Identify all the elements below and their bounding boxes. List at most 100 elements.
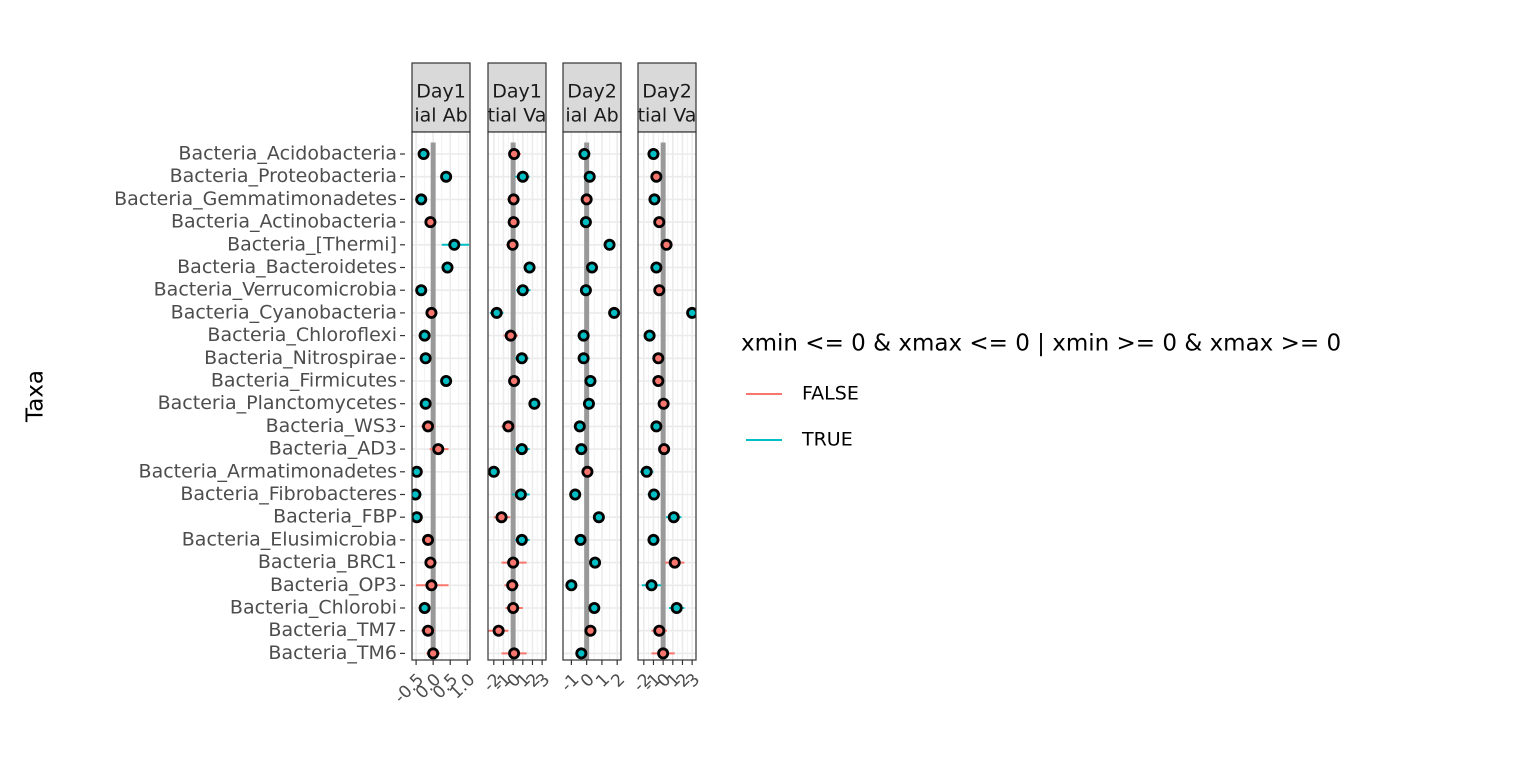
taxa-label: Bacteria_Fibrobacteres (180, 483, 397, 505)
panel-border (562, 131, 622, 661)
estimate-point (588, 602, 601, 615)
estimate-point (412, 511, 423, 524)
estimate-point (488, 465, 500, 478)
taxa-label: Bacteria_Chloroflexi (207, 324, 397, 346)
estimate-point (432, 443, 445, 456)
estimate-point (589, 556, 602, 569)
estimate-point (506, 579, 519, 592)
estimate-point (577, 329, 590, 342)
facet-strip-title-line1: Day2 (567, 81, 617, 103)
facet-strip (411, 62, 471, 133)
estimate-point (657, 647, 670, 660)
x-tick-label: 2 (607, 670, 629, 692)
estimate-point (415, 193, 428, 206)
estimate-point (658, 443, 671, 456)
estimate-point (647, 147, 660, 160)
estimate-point (580, 193, 593, 206)
estimate-point (422, 420, 435, 433)
panel-background (638, 132, 696, 660)
estimate-point (422, 624, 435, 637)
facet-strip-title-line1: Day2 (642, 81, 692, 103)
estimate-point (425, 306, 438, 319)
estimate-point (575, 647, 588, 660)
panel-border (637, 131, 697, 661)
facet-strip (487, 62, 547, 133)
estimate-point (608, 306, 621, 319)
estimate-point (424, 216, 437, 229)
estimate-point (650, 261, 663, 274)
taxa-label: Bacteria_WS3 (266, 415, 397, 437)
legend-label-true: TRUE (801, 429, 853, 451)
estimate-point (667, 511, 680, 524)
taxa-label: Bacteria_Chlorobi (230, 597, 397, 619)
estimate-point (515, 533, 528, 546)
estimate-point (441, 261, 454, 274)
panel-border (487, 131, 547, 661)
estimate-point (657, 397, 670, 410)
estimate-point (647, 533, 660, 546)
estimate-point (650, 420, 663, 433)
taxa-label: Bacteria_Acidobacteria (178, 143, 397, 165)
legend: xmin <= 0 & xmax <= 0 | xmin >= 0 & xmax… (741, 331, 1341, 451)
taxa-label: Bacteria_Armatimonadetes (139, 460, 397, 482)
taxa-label: Bacteria_[Thermi] (227, 233, 397, 255)
facet-strip-title-line1: Day1 (492, 81, 542, 103)
facet-strip-title-line2: ial Ab (414, 105, 467, 127)
facet-strip-title-line2: tial Va (638, 105, 697, 127)
taxa-label: Bacteria_Cyanobacteria (171, 301, 397, 323)
estimate-point (653, 624, 666, 637)
estimate-point (640, 465, 653, 478)
estimate-point (650, 170, 663, 183)
estimate-point (652, 352, 665, 365)
estimate-point (670, 602, 683, 615)
estimate-point (586, 261, 599, 274)
estimate-point (653, 216, 666, 229)
estimate-point (507, 193, 520, 206)
taxa-label: Bacteria_OP3 (270, 574, 397, 596)
facet-strip (562, 62, 622, 133)
taxa-label: Bacteria_Verrucomicrobia (154, 279, 397, 301)
taxa-label: Bacteria_AD3 (269, 438, 397, 460)
taxa-label: Bacteria_Firmicutes (211, 370, 397, 392)
taxa-label: Bacteria_FBP (273, 506, 397, 528)
estimate-point (647, 488, 660, 501)
estimate-point (422, 533, 435, 546)
estimate-point (573, 420, 586, 433)
estimate-point (440, 170, 453, 183)
estimate-point (492, 624, 505, 637)
panel-background (412, 132, 470, 660)
estimate-point (523, 261, 536, 274)
estimate-point (507, 556, 520, 569)
estimate-point (515, 443, 528, 456)
legend-title: xmin <= 0 & xmax <= 0 | xmin >= 0 & xmax… (741, 331, 1341, 357)
taxa-label: Bacteria_Proteobacteria (170, 165, 397, 187)
estimate-point (643, 329, 656, 342)
facet-strip-title-line1: Day1 (416, 81, 466, 103)
estimate-point (577, 352, 590, 365)
estimate-point (507, 602, 520, 615)
estimate-point (648, 193, 661, 206)
panel-background (563, 132, 621, 660)
estimate-point (412, 488, 422, 501)
estimate-point (575, 443, 588, 456)
estimate-point (686, 306, 696, 319)
taxa-label: Bacteria_Planctomycetes (158, 392, 397, 414)
estimate-point (490, 306, 503, 319)
taxa-label: Bacteria_Nitrospirae (204, 347, 397, 369)
estimate-point (653, 284, 666, 297)
estimate-point (412, 465, 423, 478)
estimate-point (504, 329, 517, 342)
estimate-point (583, 170, 596, 183)
estimate-point (424, 556, 437, 569)
estimate-point (569, 488, 582, 501)
estimate-point (508, 647, 521, 660)
estimate-point (508, 374, 521, 387)
estimate-point (528, 397, 541, 410)
estimate-point (582, 397, 595, 410)
facet-strip-title-line2: tial Va (488, 105, 547, 127)
estimate-point (440, 374, 453, 387)
